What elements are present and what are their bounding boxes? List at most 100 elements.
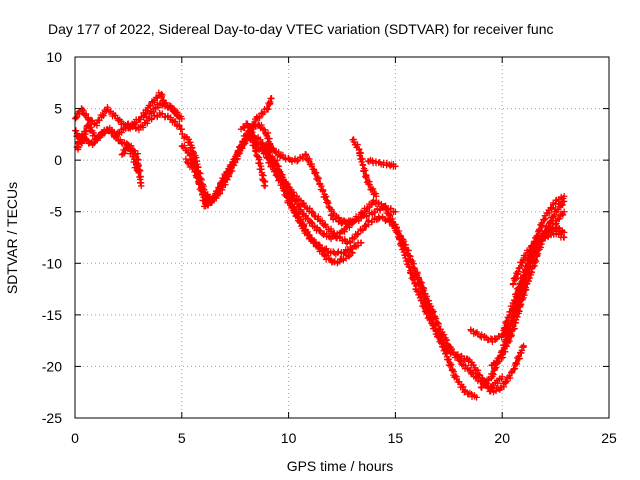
data-point (72, 127, 80, 134)
data-point (307, 218, 315, 226)
data-point (273, 157, 281, 164)
data-point (321, 194, 329, 201)
data-point (263, 144, 271, 151)
axes (74, 56, 610, 419)
data-point (300, 223, 308, 230)
y-tick-label: -10 (42, 255, 62, 271)
data-point (293, 158, 301, 165)
data-point (503, 378, 510, 385)
data-point (503, 342, 510, 350)
data-point (560, 193, 568, 200)
data-point (560, 208, 568, 215)
data-point (187, 160, 194, 168)
data-point (514, 268, 522, 275)
data-point (244, 120, 251, 127)
data-point (354, 141, 361, 148)
data-point (127, 142, 135, 150)
data-point (507, 369, 515, 376)
data-point (556, 215, 563, 222)
data-point (264, 106, 272, 113)
data-point (548, 204, 556, 211)
y-tick-label: 0 (54, 152, 62, 168)
data-point (276, 169, 283, 176)
data-point (136, 166, 143, 174)
data-point (100, 112, 107, 119)
data-point (258, 121, 265, 129)
data-point (423, 310, 430, 318)
data-point (503, 318, 510, 325)
data-point (527, 254, 535, 261)
data-point (322, 193, 330, 200)
data-point (418, 279, 425, 286)
data-point (79, 106, 87, 114)
series-arc-21 (503, 193, 568, 340)
data-point (499, 373, 506, 380)
data-point (344, 220, 351, 227)
data-point (305, 157, 312, 164)
data-point (448, 361, 455, 368)
data-point (285, 155, 292, 163)
data-point (515, 353, 522, 360)
data-point (417, 280, 424, 288)
data-point (506, 323, 513, 330)
data-point (447, 362, 454, 369)
data-point (176, 115, 183, 123)
data-point (517, 283, 525, 290)
data-point (532, 257, 540, 265)
data-point (166, 102, 173, 109)
data-point (531, 256, 539, 264)
data-point (520, 342, 527, 349)
data-point (235, 148, 242, 155)
series-arc-15 (349, 136, 380, 200)
data-point (263, 105, 271, 112)
data-point (171, 118, 178, 126)
data-point (408, 268, 416, 276)
data-point (288, 196, 295, 204)
series-arc-22 (509, 228, 568, 288)
data-point (347, 239, 354, 246)
series-arc-12 (271, 157, 356, 267)
data-point (505, 336, 512, 344)
data-point (262, 150, 269, 158)
data-point (406, 263, 413, 271)
data-point (74, 143, 82, 151)
data-point (134, 150, 141, 157)
data-point (340, 255, 347, 263)
x-axis-ticks: 0 5 10 15 20 25 (71, 57, 617, 446)
data-point (268, 95, 275, 102)
data-point (427, 303, 434, 310)
data-point (359, 161, 367, 169)
y-tick-label: 10 (46, 49, 62, 65)
data-point (311, 239, 318, 246)
data-point (182, 155, 190, 163)
data-point (204, 191, 211, 198)
y-axis-label: SDTVAR / TECUs (4, 182, 20, 294)
plot-border (74, 56, 610, 419)
data-point (369, 185, 377, 193)
data-point (489, 370, 496, 377)
data-point (521, 291, 528, 299)
x-tick-label: 5 (178, 430, 186, 446)
x-tick-label: 10 (281, 430, 297, 446)
data-point (355, 230, 362, 237)
data-point (522, 252, 529, 259)
data-point (131, 147, 138, 154)
series-arc-5 (118, 141, 145, 190)
data-point (296, 218, 304, 226)
data-point (420, 303, 427, 310)
y-tick-label: -5 (50, 204, 63, 220)
data-point (314, 176, 322, 184)
data-point (559, 211, 567, 219)
x-tick-label: 20 (494, 430, 510, 446)
data-point (284, 180, 292, 188)
data-point (368, 186, 376, 194)
data-point (420, 286, 427, 294)
data-point (356, 152, 363, 159)
data-point (191, 168, 199, 175)
data-point (415, 274, 423, 282)
data-point (511, 274, 519, 281)
data-point (147, 102, 154, 110)
data-point (310, 209, 317, 217)
